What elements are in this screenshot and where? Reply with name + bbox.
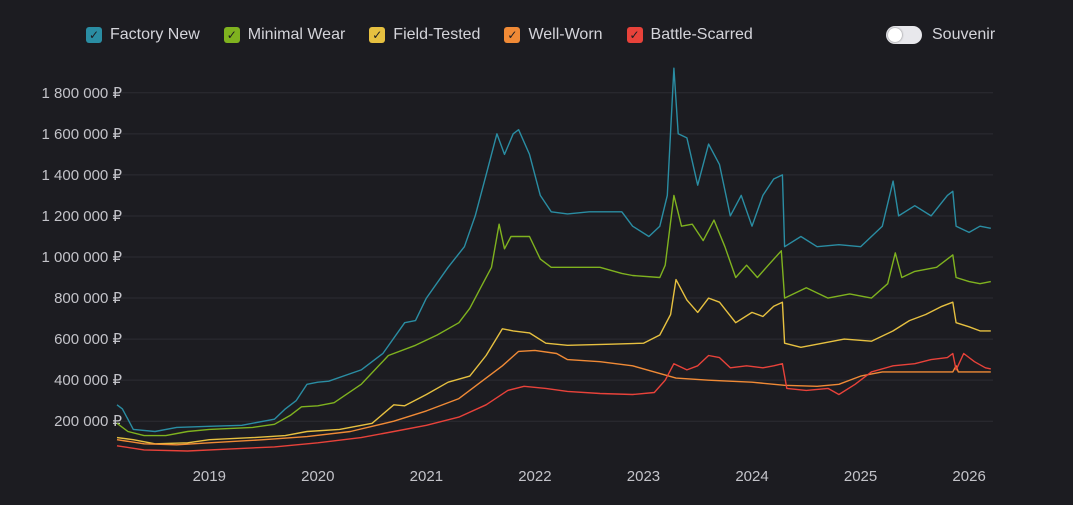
y-tick-label: 800 000 ₽ bbox=[54, 290, 122, 307]
legend-item-well-worn[interactable]: ✓ Well-Worn bbox=[504, 26, 603, 44]
y-tick-label: 400 000 ₽ bbox=[54, 372, 122, 389]
x-tick-label: 2020 bbox=[301, 468, 334, 485]
legend-item-factory-new[interactable]: ✓ Factory New bbox=[86, 26, 200, 44]
y-tick-label: 200 000 ₽ bbox=[54, 413, 122, 430]
legend-item-battle-scarred[interactable]: ✓ Battle-Scarred bbox=[626, 26, 753, 44]
souvenir-toggle[interactable]: Souvenir bbox=[886, 24, 995, 46]
x-tick-label: 2023 bbox=[627, 468, 660, 485]
y-tick-label: 600 000 ₽ bbox=[54, 331, 122, 348]
legend-label: Well-Worn bbox=[528, 26, 603, 43]
checkbox-icon[interactable]: ✓ bbox=[504, 27, 521, 43]
souvenir-label: Souvenir bbox=[932, 26, 996, 43]
legend: ✓ Factory New ✓ Minimal Wear ✓ Field-Tes… bbox=[86, 24, 777, 46]
legend-label: Field-Tested bbox=[393, 26, 481, 43]
series-lines bbox=[116, 67, 991, 452]
y-tick-label: 1 600 000 ₽ bbox=[42, 126, 123, 143]
x-tick-label: 2024 bbox=[735, 468, 768, 485]
series-line-field-tested bbox=[116, 278, 991, 445]
y-tick-label: 1 200 000 ₽ bbox=[42, 208, 123, 225]
series-line-factory-new bbox=[116, 67, 991, 433]
x-tick-label: 2019 bbox=[193, 468, 226, 485]
y-axis-ticks: 200 000 ₽ 400 000 ₽ 600 000 ₽ 800 000 ₽ 1 00… bbox=[42, 85, 123, 430]
legend-label: Minimal Wear bbox=[247, 26, 346, 43]
grid-lines bbox=[117, 92, 993, 422]
series-line-well-worn bbox=[116, 349, 991, 446]
x-tick-label: 2022 bbox=[518, 468, 551, 485]
toggle-knob bbox=[888, 28, 902, 42]
toggle-switch[interactable] bbox=[886, 26, 922, 44]
series-line-battle-scarred bbox=[116, 352, 991, 452]
checkbox-icon[interactable]: ✓ bbox=[369, 27, 386, 43]
x-axis-ticks: 2019 2020 2021 2022 2023 2024 2025 2026 bbox=[193, 468, 986, 485]
x-tick-label: 2025 bbox=[844, 468, 877, 485]
x-tick-label: 2021 bbox=[410, 468, 443, 485]
legend-label: Factory New bbox=[110, 26, 200, 43]
checkbox-icon[interactable]: ✓ bbox=[223, 27, 240, 43]
y-tick-label: 1 800 000 ₽ bbox=[42, 85, 123, 102]
y-tick-label: 1 000 000 ₽ bbox=[42, 249, 123, 266]
x-tick-label: 2026 bbox=[952, 468, 985, 485]
checkbox-icon[interactable]: ✓ bbox=[86, 27, 102, 43]
legend-label: Battle-Scarred bbox=[650, 26, 753, 43]
legend-item-field-tested[interactable]: ✓ Field-Tested bbox=[369, 26, 480, 44]
legend-item-minimal-wear[interactable]: ✓ Minimal Wear bbox=[223, 26, 346, 44]
y-tick-label: 1 400 000 ₽ bbox=[42, 167, 123, 184]
checkbox-icon[interactable]: ✓ bbox=[626, 27, 643, 43]
series-line-minimal-wear bbox=[116, 194, 991, 437]
